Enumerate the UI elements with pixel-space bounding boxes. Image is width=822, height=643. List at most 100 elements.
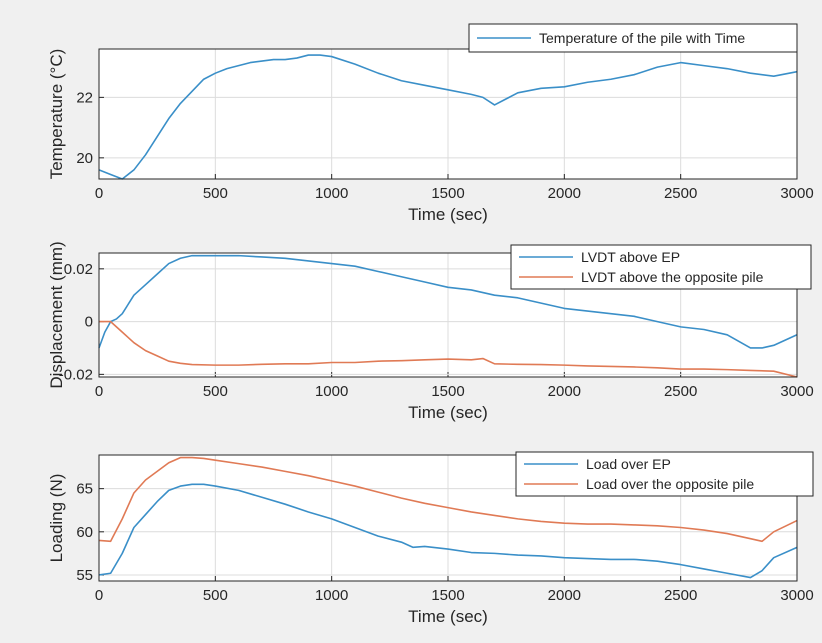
series-1-point [295, 57, 298, 60]
series-1-point [516, 296, 519, 299]
series-2-point [400, 497, 403, 500]
x-tick-label: 0 [95, 587, 103, 604]
x-tick-label: 1500 [431, 587, 464, 604]
series-1-point [202, 483, 205, 486]
series-1-point [423, 545, 426, 548]
series-1-point [202, 254, 205, 257]
series-1-point [726, 67, 729, 70]
series-1-point [609, 312, 612, 315]
series-2-point [191, 456, 194, 459]
series-2-point [633, 365, 636, 368]
y-tick-label: 55 [76, 567, 93, 584]
legend: Temperature of the pile with Time [468, 23, 798, 53]
x-tick-label: 500 [203, 383, 228, 400]
series-1-point [260, 255, 263, 258]
series-1-point [214, 254, 217, 257]
legend-label-1: Temperature of the pile with Time [539, 30, 745, 46]
x-tick-label: 2000 [548, 383, 581, 400]
series-1-point [586, 557, 589, 560]
series-1-point [400, 541, 403, 544]
series-2-point [726, 368, 729, 371]
series-line-1 [98, 254, 798, 349]
series-1-point [493, 552, 496, 555]
series-2-point [179, 362, 182, 365]
series-1-point [656, 66, 659, 69]
series-1-point [307, 54, 310, 57]
series-line-2 [98, 456, 798, 543]
series-1-point [284, 503, 287, 506]
series-2-point [749, 537, 752, 540]
series-2-point [609, 523, 612, 526]
series-2-point [447, 358, 450, 361]
series-2-point [284, 362, 287, 365]
legend-label-1: LVDT above EP [581, 249, 680, 265]
series-1-point [353, 265, 356, 268]
series-1-point [633, 315, 636, 318]
x-tick-label: 500 [203, 587, 228, 604]
x-tick-label: 1500 [431, 185, 464, 202]
series-1-point [505, 97, 508, 100]
series-2-point [447, 506, 450, 509]
series-2-point [307, 474, 310, 477]
series-2-point [156, 354, 159, 357]
series-1-point [121, 552, 124, 555]
x-tick-label: 3000 [780, 587, 813, 604]
series-2-point [237, 364, 240, 367]
series-1-point [377, 270, 380, 273]
series-2-point [726, 532, 729, 535]
series-1-point [702, 567, 705, 570]
series-1-point [191, 90, 194, 93]
series-2-point [109, 320, 112, 323]
series-1-point [726, 333, 729, 336]
series-2-point [493, 362, 496, 365]
series-1-point [156, 135, 159, 138]
series-2-point [179, 456, 182, 459]
series-1-point [656, 320, 659, 323]
series-1-point [563, 307, 566, 310]
series-1-point [237, 489, 240, 492]
series-2-point [772, 530, 775, 533]
series-2-point [540, 520, 543, 523]
series-1-point [702, 64, 705, 67]
legend: LVDT above EP LVDT above the opposite pil… [510, 244, 812, 290]
y-tick-label: 0 [85, 314, 93, 331]
series-1-point [167, 117, 170, 120]
series-1-point [109, 572, 112, 575]
series-1-point [679, 325, 682, 328]
series-1-point [772, 75, 775, 78]
series-2-point [493, 514, 496, 517]
series-1-point [586, 81, 589, 84]
legend: Load over EP Load over the opposite pile [515, 451, 814, 497]
series-1-point [423, 281, 426, 284]
series-1-point [609, 558, 612, 561]
series-2-point [563, 364, 566, 367]
series-1-point [656, 560, 659, 563]
series-1-point [156, 500, 159, 503]
x-tick-label: 1000 [315, 383, 348, 400]
y-tick-label: 0.02 [64, 261, 93, 278]
series-1-point [191, 254, 194, 257]
series-2-point [586, 523, 589, 526]
series-1-point [423, 84, 426, 87]
series-2-point [481, 357, 484, 360]
series-2-point [330, 361, 333, 364]
x-tick-label: 2500 [664, 383, 697, 400]
series-2-point [516, 517, 519, 520]
legend-label-2: Load over the opposite pile [586, 476, 754, 492]
series-1-point [679, 61, 682, 64]
axes-frame [98, 48, 798, 180]
series-1-point [132, 526, 135, 529]
series-1-point [516, 554, 519, 557]
series-1-point [214, 485, 217, 488]
series-1-point [761, 569, 764, 572]
series-1-point [144, 283, 147, 286]
legend-label-2: LVDT above the opposite pile [581, 269, 764, 285]
series-1-point [633, 73, 636, 76]
series-1-point [121, 312, 124, 315]
series-1-point [202, 78, 205, 81]
series-1-point [772, 556, 775, 559]
x-tick-label: 2500 [664, 185, 697, 202]
series-1-point [115, 317, 118, 320]
series-2-point [586, 364, 589, 367]
